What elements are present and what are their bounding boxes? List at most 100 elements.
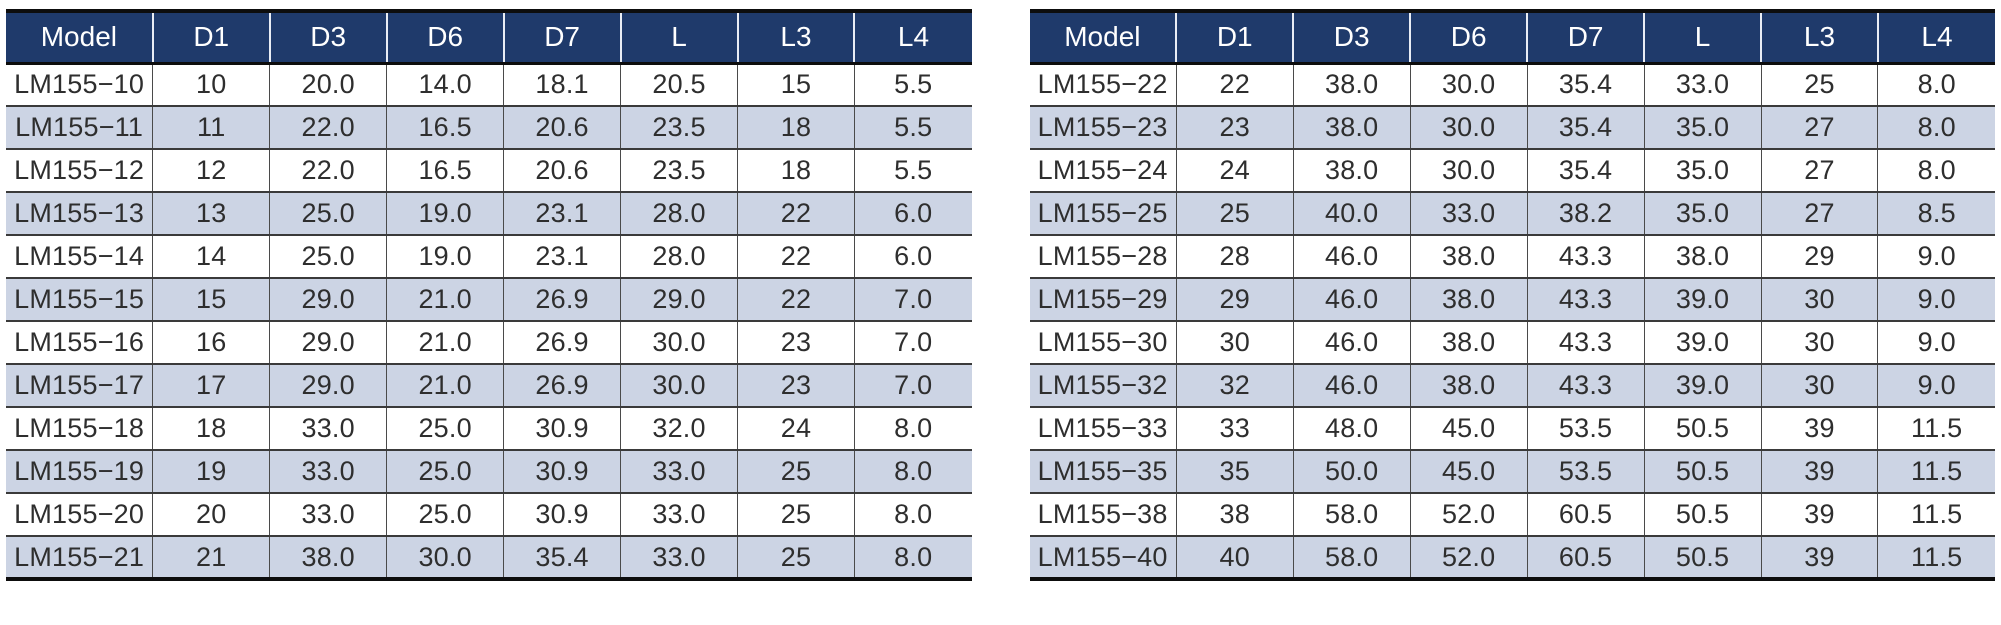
table-row: LM155−29 29 46.0 38.0 43.3 39.0 30 9.0 (1029, 277, 1995, 321)
value-cell: 28.0 (620, 191, 739, 235)
value-cell: 11 (152, 105, 271, 149)
value-cell: 25.0 (386, 406, 505, 450)
value-cell: 7.0 (854, 277, 972, 321)
value-cell: 39.0 (1644, 363, 1762, 407)
value-cell: 39 (1761, 492, 1879, 536)
value-cell: 33.0 (269, 492, 388, 536)
value-cell: 38.0 (1410, 320, 1528, 364)
table-row: LM155−21 21 38.0 30.0 35.4 33.0 25 8.0 (6, 535, 972, 579)
value-cell: 39.0 (1644, 320, 1762, 364)
model-cell: LM155−25 (1029, 191, 1177, 235)
value-cell: 38.0 (1293, 148, 1411, 192)
value-cell: 16.5 (386, 148, 505, 192)
value-cell: 8.0 (854, 449, 972, 493)
value-cell: 8.0 (854, 406, 972, 450)
table-row: LM155−15 15 29.0 21.0 26.9 29.0 22 7.0 (6, 277, 972, 321)
value-cell: 23 (737, 320, 855, 364)
value-cell: 23.5 (620, 148, 739, 192)
value-cell: 7.0 (854, 363, 972, 407)
value-cell: 8.0 (1877, 63, 1995, 106)
value-cell: 24 (737, 406, 855, 450)
column-header: D7 (503, 11, 622, 65)
value-cell: 50.5 (1644, 449, 1762, 493)
table-row: LM155−19 19 33.0 25.0 30.9 33.0 25 8.0 (6, 449, 972, 493)
model-cell: LM155−33 (1029, 406, 1177, 450)
model-cell: LM155−40 (1029, 535, 1177, 579)
value-cell: 50.5 (1644, 406, 1762, 450)
value-cell: 32.0 (620, 406, 739, 450)
value-cell: 28 (1176, 234, 1294, 278)
value-cell: 11.5 (1877, 406, 1995, 450)
value-cell: 43.3 (1527, 234, 1645, 278)
table-row: LM155−24 24 38.0 30.0 35.4 35.0 27 8.0 (1029, 148, 1995, 192)
value-cell: 11.5 (1877, 449, 1995, 493)
value-cell: 9.0 (1877, 277, 1995, 321)
value-cell: 26.9 (503, 363, 622, 407)
column-header: D3 (1293, 11, 1412, 65)
column-header: L3 (1761, 11, 1879, 65)
model-cell: LM155−19 (6, 449, 154, 493)
value-cell: 35.4 (1527, 148, 1645, 192)
value-cell: 8.0 (854, 535, 972, 579)
table-row: LM155−32 32 46.0 38.0 43.3 39.0 30 9.0 (1029, 363, 1995, 407)
value-cell: 38.0 (269, 535, 388, 579)
value-cell: 38.2 (1527, 191, 1645, 235)
value-cell: 30 (1176, 320, 1294, 364)
model-cell: LM155−35 (1029, 449, 1177, 493)
value-cell: 46.0 (1293, 320, 1411, 364)
value-cell: 18 (737, 105, 855, 149)
value-cell: 22 (737, 234, 855, 278)
value-cell: 40.0 (1293, 191, 1411, 235)
value-cell: 52.0 (1410, 535, 1528, 579)
value-cell: 7.0 (854, 320, 972, 364)
column-header: L3 (737, 11, 856, 65)
value-cell: 21 (152, 535, 271, 579)
value-cell: 25.0 (386, 449, 505, 493)
column-header: Model (6, 11, 154, 65)
column-header: D3 (269, 11, 388, 65)
column-header: D1 (152, 11, 271, 65)
model-cell: LM155−13 (6, 191, 154, 235)
value-cell: 30 (1761, 277, 1879, 321)
value-cell: 16 (152, 320, 271, 364)
value-cell: 25.0 (386, 492, 505, 536)
table-row: LM155−13 13 25.0 19.0 23.1 28.0 22 6.0 (6, 191, 972, 235)
value-cell: 38 (1176, 492, 1294, 536)
value-cell: 30.9 (503, 492, 622, 536)
value-cell: 13 (152, 191, 271, 235)
value-cell: 22.0 (269, 148, 388, 192)
value-cell: 35.0 (1644, 148, 1762, 192)
value-cell: 20.5 (620, 63, 739, 106)
table-row: LM155−35 35 50.0 45.0 53.5 50.5 39 11.5 (1029, 449, 1995, 493)
value-cell: 45.0 (1410, 449, 1528, 493)
value-cell: 33.0 (1644, 63, 1762, 106)
value-cell: 9.0 (1877, 234, 1995, 278)
value-cell: 9.0 (1877, 320, 1995, 364)
value-cell: 11.5 (1877, 492, 1995, 536)
value-cell: 60.5 (1527, 492, 1645, 536)
model-cell: LM155−11 (6, 105, 154, 149)
value-cell: 8.0 (1877, 105, 1995, 149)
value-cell: 40 (1176, 535, 1294, 579)
value-cell: 46.0 (1293, 363, 1411, 407)
value-cell: 23.1 (503, 191, 622, 235)
value-cell: 29 (1761, 234, 1879, 278)
value-cell: 20.6 (503, 148, 622, 192)
value-cell: 43.3 (1527, 320, 1645, 364)
model-cell: LM155−17 (6, 363, 154, 407)
value-cell: 18 (737, 148, 855, 192)
value-cell: 6.0 (854, 234, 972, 278)
value-cell: 25 (1761, 63, 1879, 106)
value-cell: 29.0 (269, 320, 388, 364)
table-row: LM155−10 10 20.0 14.0 18.1 20.5 15 5.5 (6, 63, 972, 106)
table-row: LM155−11 11 22.0 16.5 20.6 23.5 18 5.5 (6, 105, 972, 149)
value-cell: 30.9 (503, 449, 622, 493)
value-cell: 25 (737, 449, 855, 493)
value-cell: 25 (1176, 191, 1294, 235)
value-cell: 24 (1176, 148, 1294, 192)
value-cell: 43.3 (1527, 277, 1645, 321)
value-cell: 30 (1761, 363, 1879, 407)
table-row: LM155−14 14 25.0 19.0 23.1 28.0 22 6.0 (6, 234, 972, 278)
value-cell: 12 (152, 148, 271, 192)
